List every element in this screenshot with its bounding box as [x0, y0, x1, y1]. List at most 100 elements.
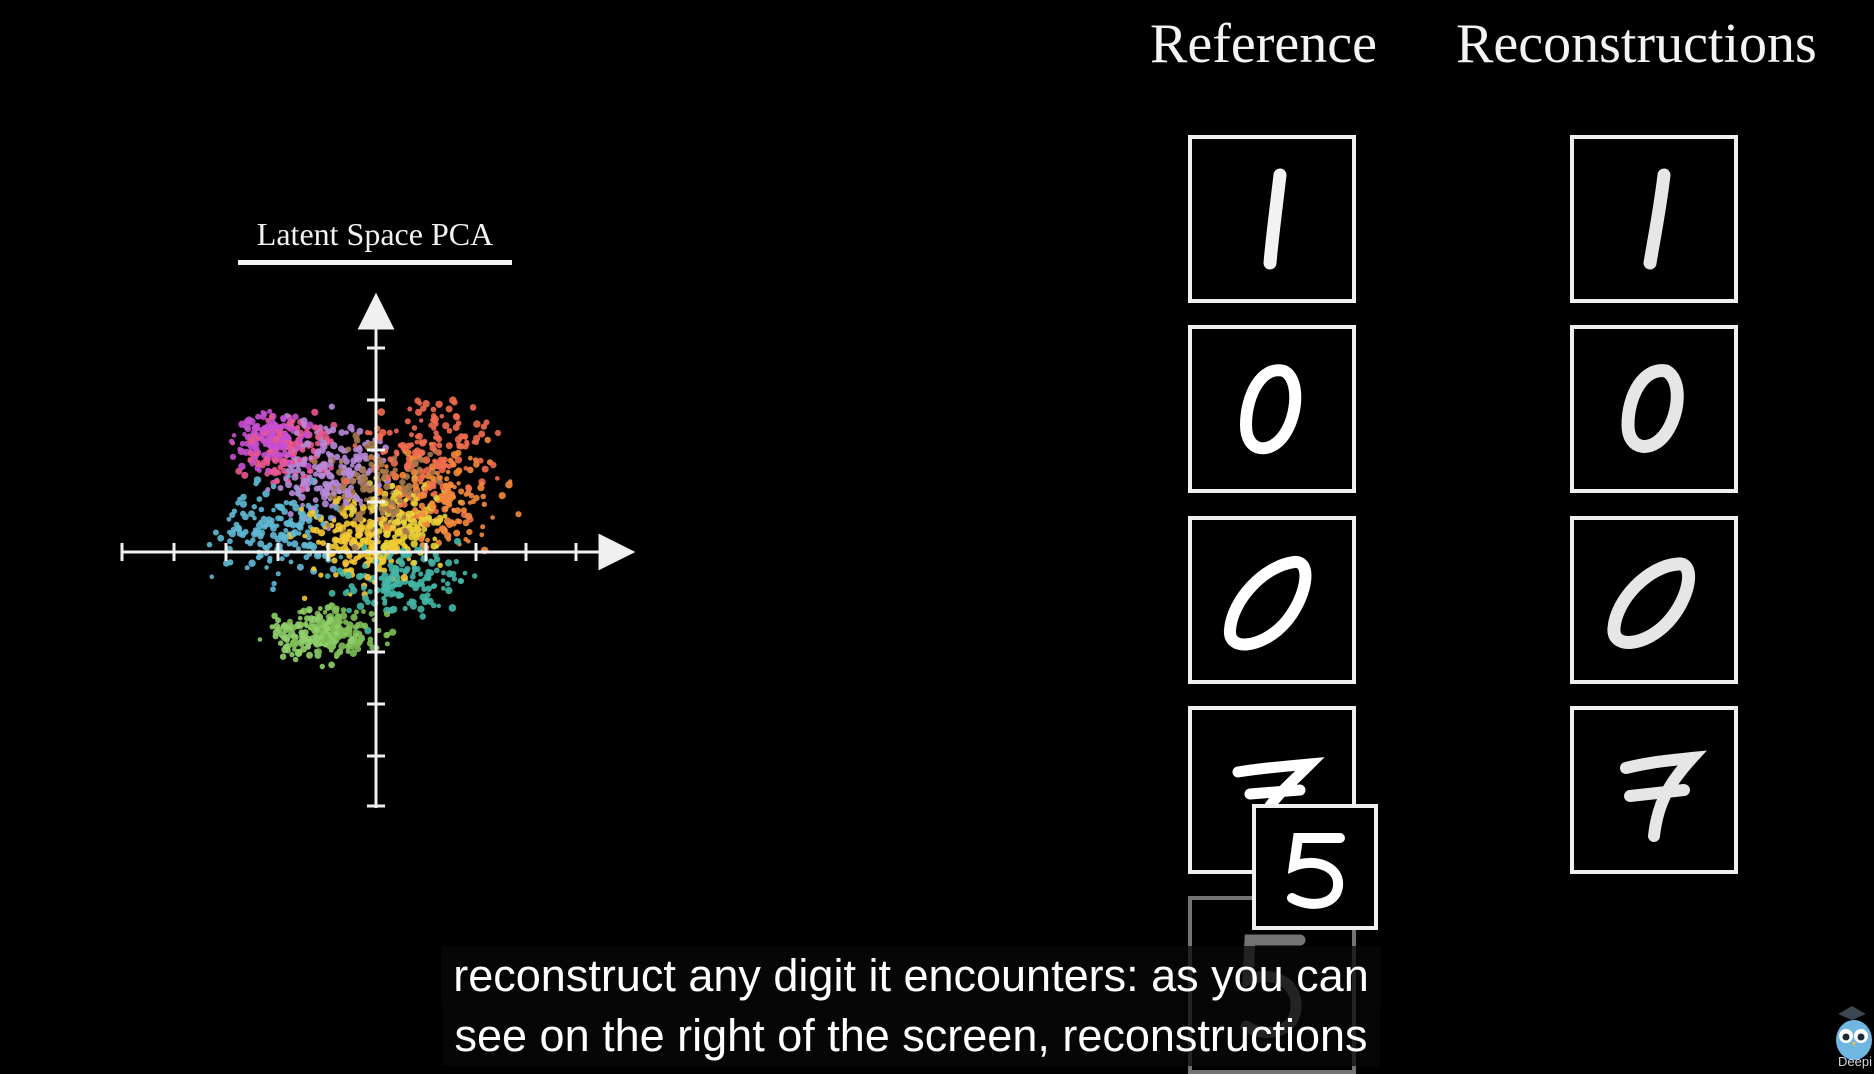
reconstruction-digit-box [1570, 135, 1738, 303]
scatter-point [315, 513, 322, 520]
scatter-point [322, 480, 329, 488]
scatter-point [428, 463, 437, 471]
scatter-point [425, 585, 432, 592]
scatter-point [391, 538, 400, 546]
scatter-point [368, 453, 374, 460]
scatter-point [369, 644, 376, 651]
scatter-point [381, 595, 386, 601]
scatter-point [376, 487, 384, 495]
scatter-point [418, 449, 426, 457]
scatter-point [390, 605, 398, 613]
scatter-point [364, 573, 372, 581]
scatter-point [297, 615, 303, 621]
scatter-point [257, 637, 263, 642]
scatter-point [286, 541, 292, 547]
scatter-point [318, 642, 324, 647]
scatter-point [242, 431, 247, 437]
scatter-point [430, 542, 438, 550]
scatter-point [434, 528, 441, 534]
scatter-point [271, 468, 279, 477]
scatter-point [296, 522, 304, 530]
scatter-point [453, 469, 461, 477]
scatter-point [418, 502, 426, 509]
scatter-point [391, 492, 397, 498]
scatter-point [315, 440, 321, 447]
scatter-point [349, 649, 357, 657]
scatter-point [300, 609, 305, 614]
scatter-point [384, 464, 389, 469]
scatter-point [269, 429, 274, 435]
scatter-point [279, 556, 285, 562]
scatter-point [443, 506, 449, 511]
scatter-point [401, 501, 408, 508]
scatter-point [271, 444, 277, 450]
scatter-point [279, 653, 287, 660]
scatter-point [349, 477, 357, 485]
scatter-point [331, 606, 340, 615]
scatter-point [409, 518, 418, 526]
scatter-point [350, 586, 358, 595]
scatter-point [281, 450, 288, 457]
scatter-point [440, 526, 448, 534]
scatter-point [421, 516, 428, 523]
scatter-point [353, 447, 358, 453]
scatter-point [299, 447, 306, 453]
x-axis-arrow [598, 533, 636, 571]
scatter-point [418, 456, 425, 463]
reference-column-header: Reference [1150, 13, 1377, 75]
scatter-point [384, 611, 391, 618]
scatter-point [247, 443, 255, 450]
scatter-point [433, 430, 439, 436]
scatter-point [401, 488, 408, 495]
scatter-point [362, 563, 368, 569]
scatter-point [296, 457, 302, 463]
scatter-point [275, 571, 281, 577]
scatter-point [319, 439, 327, 447]
scatter-point [432, 420, 439, 427]
scatter-point [304, 615, 311, 622]
scatter-point [358, 502, 364, 507]
scatter-point [334, 630, 340, 636]
scatter-point [343, 520, 351, 527]
scatter-point [333, 572, 339, 578]
scatter-point [403, 567, 410, 575]
scatter-point [288, 520, 295, 527]
scatter-point [352, 494, 360, 502]
scatter-point [338, 429, 346, 436]
scatter-point [479, 532, 485, 538]
scatter-point [326, 526, 331, 532]
scatter-point [463, 466, 469, 471]
scatter-point [473, 461, 480, 468]
scatter-point [267, 449, 273, 455]
scatter-point [446, 536, 452, 542]
scatter-point [227, 538, 233, 545]
scatter-point [387, 562, 394, 569]
scatter-point [273, 622, 281, 630]
scatter-point [367, 636, 374, 643]
scatter-point [381, 572, 389, 580]
reconstructions-column-header: Reconstructions [1456, 13, 1817, 75]
scatter-point [385, 544, 391, 551]
scatter-point [257, 554, 262, 560]
scatter-point [467, 500, 473, 505]
scatter-point [411, 500, 419, 507]
scatter-point [319, 663, 325, 670]
scatter-point [446, 427, 453, 434]
scatter-point [334, 651, 341, 658]
scatter-point [409, 432, 414, 438]
scatter-point [405, 482, 413, 491]
scatter-point [343, 619, 349, 625]
scatter-point [320, 521, 326, 527]
scatter-point [315, 433, 322, 441]
scatter-point [402, 528, 409, 534]
scatter-point [361, 585, 367, 591]
scatter-point [384, 641, 390, 647]
scatter-point [415, 432, 423, 440]
reconstruction-digit-seven [1620, 750, 1707, 842]
scatter-point [272, 633, 279, 640]
scatter-point [467, 466, 474, 474]
scatter-point [484, 436, 491, 444]
scatter-point [351, 544, 359, 551]
moving-digit-box [1252, 804, 1378, 930]
scatter-point [389, 524, 395, 530]
